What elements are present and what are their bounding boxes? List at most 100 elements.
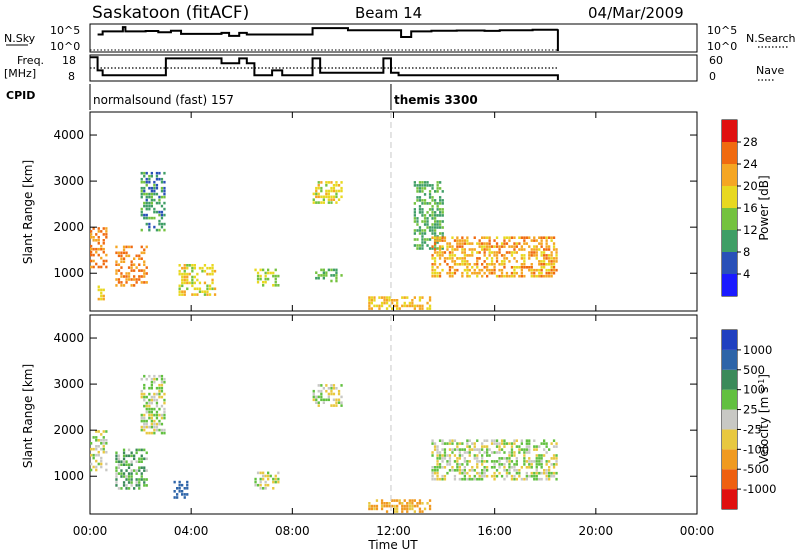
power-cell xyxy=(337,198,341,201)
velocity-cell xyxy=(254,477,257,481)
power-cell xyxy=(488,254,491,257)
power-cell xyxy=(264,274,267,278)
power-cell xyxy=(102,239,105,242)
velocity-cell xyxy=(461,477,464,481)
velocity-cell xyxy=(122,460,126,463)
power-cell xyxy=(434,226,437,229)
velocity-cell xyxy=(105,439,108,442)
velocity-cell xyxy=(160,377,164,381)
velocity-cell xyxy=(493,466,496,469)
power-cell xyxy=(95,262,98,266)
power-cell xyxy=(145,245,148,249)
velocity-cell xyxy=(456,460,459,463)
power-colorbar-tick-label: 16 xyxy=(743,201,758,215)
power-cell xyxy=(130,269,133,272)
power-cell xyxy=(120,254,123,258)
power-cell xyxy=(208,266,212,270)
velocity-cell xyxy=(127,448,131,452)
velocity-cell xyxy=(463,457,466,460)
velocity-cell xyxy=(538,477,541,481)
velocity-cell xyxy=(448,463,452,466)
velocity-cell xyxy=(102,442,105,445)
power-cell xyxy=(545,239,548,242)
velocity-cell xyxy=(163,410,166,414)
power-cell xyxy=(122,284,126,287)
power-cell xyxy=(433,236,437,239)
power-cell xyxy=(488,239,491,242)
power-cell xyxy=(533,236,536,239)
velocity-cell xyxy=(122,463,126,466)
velocity-cell xyxy=(143,469,146,472)
power-cell xyxy=(100,288,103,292)
velocity-cell xyxy=(148,401,151,405)
velocity-cell xyxy=(256,471,260,475)
power-cell xyxy=(421,296,424,299)
power-cell xyxy=(315,276,318,280)
power-cell xyxy=(443,260,447,263)
velocity-cell xyxy=(160,395,164,399)
power-cell xyxy=(545,245,548,248)
power-cell xyxy=(426,238,429,241)
power-cell xyxy=(481,242,484,245)
power-cell xyxy=(500,245,504,248)
velocity-cell xyxy=(264,474,267,478)
velocity-cell xyxy=(500,474,504,478)
velocity-colorbar-tick-label: 100 xyxy=(743,383,765,397)
velocity-cell xyxy=(520,439,523,442)
velocity-cell xyxy=(471,469,474,472)
power-heatmap xyxy=(90,171,558,310)
power-cell xyxy=(552,242,556,245)
power-cell xyxy=(461,245,464,248)
power-cell xyxy=(391,301,394,305)
velocity-cell xyxy=(267,477,270,481)
velocity-cell xyxy=(483,474,486,478)
velocity-cell xyxy=(533,460,536,463)
power-cell xyxy=(548,254,551,257)
power-cell xyxy=(191,266,194,270)
velocity-cell xyxy=(408,504,411,508)
velocity-cell xyxy=(473,469,476,472)
power-cell xyxy=(438,236,442,239)
power-cell xyxy=(520,266,523,269)
power-cell xyxy=(181,272,184,276)
velocity-cell xyxy=(513,463,516,466)
velocity-cell xyxy=(555,457,558,460)
velocity-cell xyxy=(100,442,103,445)
power-cell xyxy=(418,190,422,193)
power-cell xyxy=(513,248,516,251)
power-cell xyxy=(451,251,454,254)
power-cell xyxy=(543,266,546,269)
velocity-cell xyxy=(127,475,131,478)
velocity-cell xyxy=(540,457,543,460)
power-cell xyxy=(153,198,156,202)
power-cell xyxy=(490,263,494,266)
velocity-cell xyxy=(493,442,496,445)
power-cell xyxy=(401,304,404,308)
velocity-cell xyxy=(335,401,338,404)
power-cell xyxy=(317,201,320,204)
velocity-cell xyxy=(105,450,108,454)
power-cell xyxy=(153,183,156,187)
power-cell xyxy=(500,254,504,257)
power-cell xyxy=(317,276,320,280)
power-cell xyxy=(552,263,556,266)
velocity-cell xyxy=(451,448,454,451)
velocity-cell xyxy=(130,475,133,478)
velocity-cell xyxy=(540,477,543,481)
power-ytick-label: 4000 xyxy=(53,128,84,142)
velocity-cell xyxy=(433,471,437,475)
power-cell xyxy=(456,268,459,272)
velocity-cell xyxy=(513,466,516,469)
velocity-cell xyxy=(545,471,548,475)
power-cell xyxy=(335,189,338,193)
velocity-cell xyxy=(513,451,516,454)
velocity-cell xyxy=(95,459,98,463)
power-cell xyxy=(503,242,506,245)
power-cell xyxy=(530,271,533,275)
velocity-cell xyxy=(545,451,548,454)
power-cell xyxy=(317,184,320,187)
velocity-cell xyxy=(125,460,128,463)
velocity-cell xyxy=(431,471,434,475)
velocity-cell xyxy=(122,472,126,475)
velocity-cell xyxy=(155,398,159,402)
